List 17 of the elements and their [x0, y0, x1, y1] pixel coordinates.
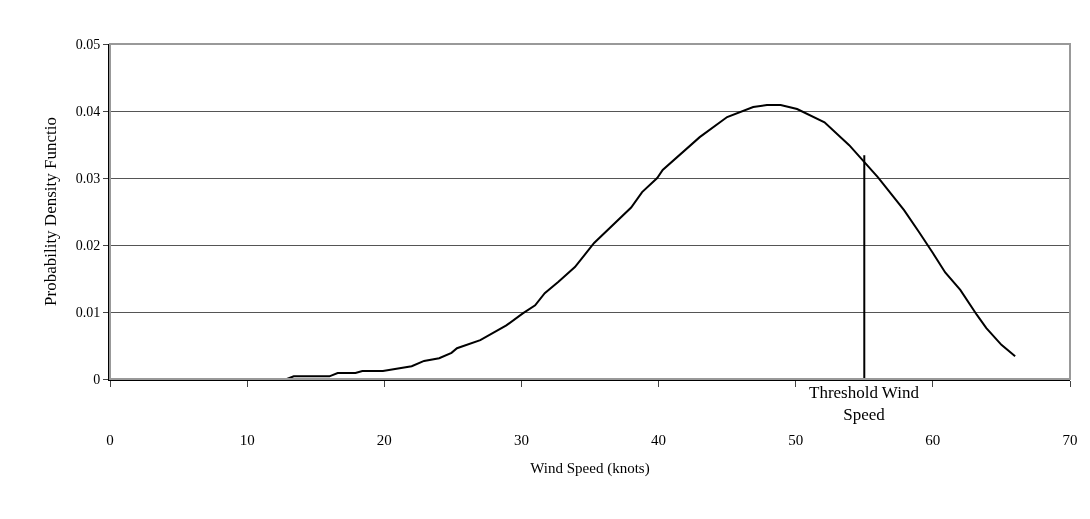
x-tick-label: 10	[239, 432, 255, 448]
x-tick-label: 30	[513, 432, 529, 448]
y-tick-label: 0.01	[75, 304, 101, 320]
y-tick-label: 0.02	[75, 237, 101, 253]
x-tick-label: 70	[1062, 432, 1078, 448]
x-tick-label: 60	[925, 432, 941, 448]
series-label: Threshold Wind Speed	[809, 383, 920, 425]
y-tick-label: 0	[93, 371, 101, 387]
x-tick-label: 50	[788, 432, 804, 448]
y-tick-label: 0.03	[75, 170, 101, 186]
y-tick-label: 0.04	[75, 103, 101, 119]
y-axis-title: Probability Density Functio	[40, 117, 60, 306]
y-tick-label: 0.05	[75, 36, 101, 52]
x-axis-title: Wind Speed (knots)	[530, 459, 650, 477]
x-tick-label: 0	[106, 432, 114, 448]
x-tick-label: 40	[651, 432, 667, 448]
x-tick-label: 20	[376, 432, 392, 448]
